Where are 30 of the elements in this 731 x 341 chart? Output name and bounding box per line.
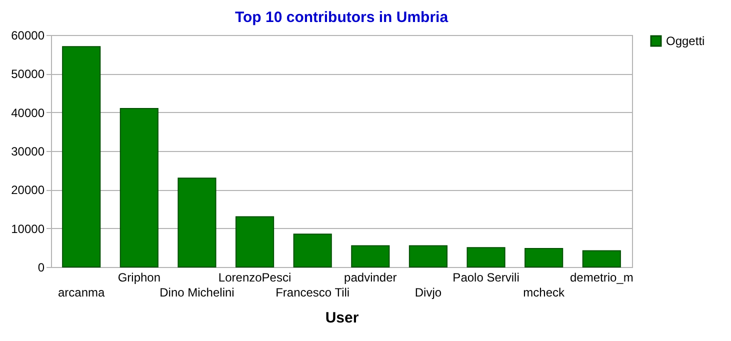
x-tick-label: Dino Michelini — [160, 286, 234, 300]
y-tick-label: 0 — [38, 260, 45, 274]
x-tick-label: Francesco Tili — [276, 286, 350, 300]
bar — [466, 247, 506, 268]
bar — [524, 248, 564, 268]
y-tick-label: 60000 — [11, 28, 45, 42]
bar — [582, 250, 621, 268]
x-tick-label: demetrio_m — [570, 270, 634, 284]
x-tick-label: Divjo — [414, 286, 442, 300]
bar — [178, 178, 216, 268]
bar — [351, 245, 390, 268]
bar — [120, 108, 158, 268]
y-tick-label: 50000 — [11, 67, 45, 82]
chart-title: Top 10 contributors in Umbria — [234, 9, 449, 26]
y-tick-label: 20000 — [11, 183, 45, 198]
x-tick-label: arcanma — [58, 286, 106, 300]
bar — [62, 46, 101, 268]
bar — [235, 216, 274, 268]
x-tick-label: padvinder — [344, 270, 397, 284]
x-tick-label: mcheck — [523, 286, 566, 300]
bar — [408, 245, 448, 268]
y-tick-label: 40000 — [11, 106, 45, 120]
y-tick-label: 30000 — [11, 144, 45, 158]
bar — [293, 234, 332, 268]
x-axis-title: User — [325, 310, 359, 326]
x-tick-label: Paolo Servili — [452, 270, 520, 284]
x-tick-label: Griphon — [118, 270, 161, 284]
x-tick-label: LorenzoPesci — [218, 270, 292, 284]
legend-label: Oggetti — [666, 34, 705, 48]
y-tick-label: 10000 — [11, 222, 45, 236]
